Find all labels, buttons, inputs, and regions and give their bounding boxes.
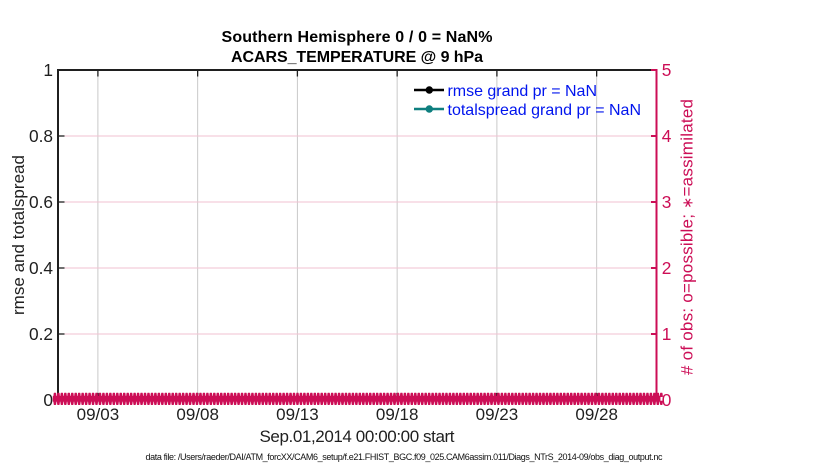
svg-text:0: 0 bbox=[662, 390, 672, 410]
svg-text:0.6: 0.6 bbox=[29, 192, 53, 212]
svg-text:09/28: 09/28 bbox=[575, 405, 618, 424]
svg-text:1: 1 bbox=[662, 324, 672, 344]
svg-text:09/13: 09/13 bbox=[276, 405, 319, 424]
svg-text:09/08: 09/08 bbox=[176, 405, 219, 424]
svg-text:Southern Hemisphere 0 / 0 = Na: Southern Hemisphere 0 / 0 = NaN% bbox=[222, 29, 493, 46]
svg-text:0.8: 0.8 bbox=[29, 126, 53, 146]
svg-text:3: 3 bbox=[662, 192, 672, 212]
svg-text:09/03: 09/03 bbox=[77, 405, 120, 424]
svg-text:5: 5 bbox=[662, 60, 672, 80]
svg-text:09/23: 09/23 bbox=[476, 405, 519, 424]
svg-text:ACARS_TEMPERATURE @ 9 hPa: ACARS_TEMPERATURE @ 9 hPa bbox=[231, 49, 483, 66]
svg-text:09/18: 09/18 bbox=[376, 405, 419, 424]
svg-text:0.4: 0.4 bbox=[29, 258, 53, 278]
svg-text:1: 1 bbox=[43, 60, 53, 80]
svg-text:2: 2 bbox=[662, 258, 672, 278]
svg-text:rmse and totalspread: rmse and totalspread bbox=[9, 155, 28, 315]
svg-text:Sep.01,2014 00:00:00 start: Sep.01,2014 00:00:00 start bbox=[260, 427, 455, 446]
svg-text:# of obs: o=possible; ∗=assimi: # of obs: o=possible; ∗=assimilated bbox=[678, 99, 697, 375]
svg-text:4: 4 bbox=[662, 126, 672, 146]
svg-text:0: 0 bbox=[43, 390, 53, 410]
svg-text:data file: /Users/raeder/DAI/A: data file: /Users/raeder/DAI/ATM_forcXX/… bbox=[146, 452, 664, 462]
svg-text:0.2: 0.2 bbox=[29, 324, 53, 344]
svg-text:rmse grand pr = NaN: rmse grand pr = NaN bbox=[448, 83, 598, 100]
svg-text:totalspread grand pr = NaN: totalspread grand pr = NaN bbox=[448, 102, 642, 119]
